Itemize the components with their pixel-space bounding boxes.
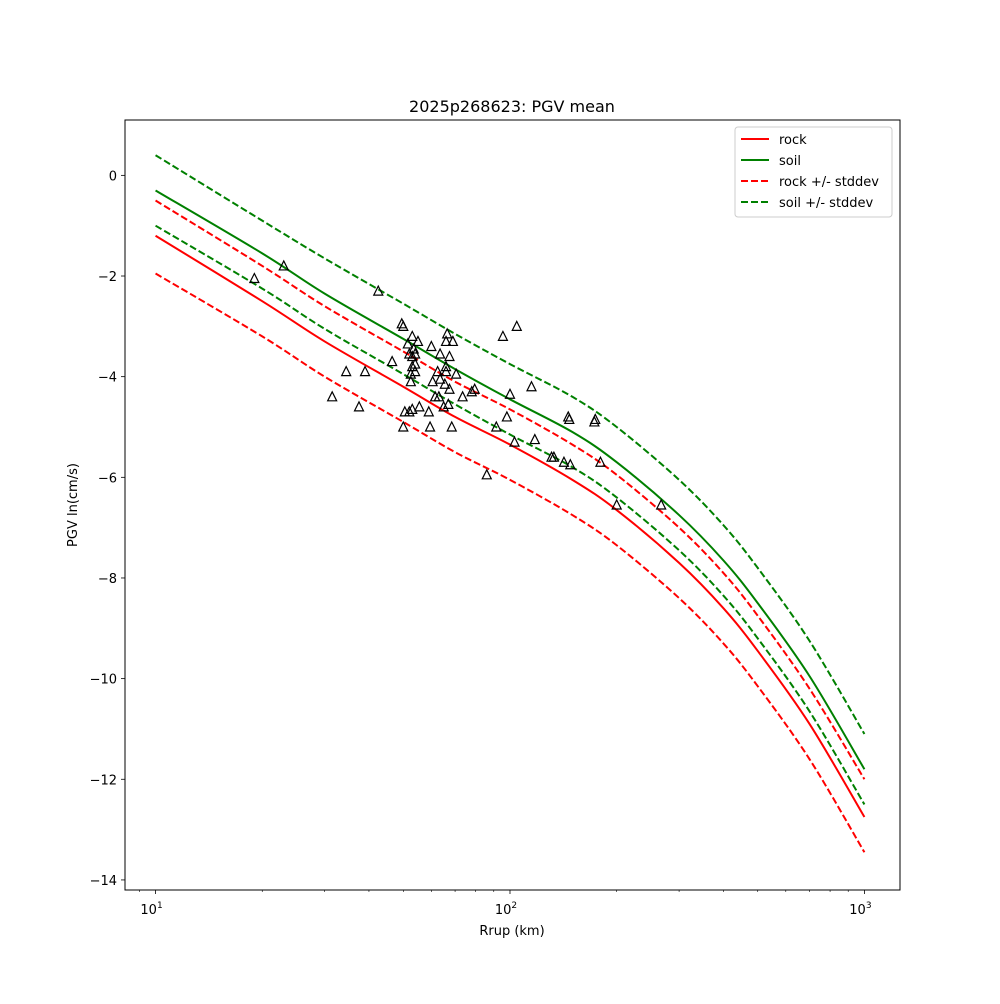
observation-marker: [427, 375, 439, 387]
legend-label: rock +/- stddev: [779, 175, 879, 190]
observation-marker: [655, 498, 667, 510]
y-tick-label: 0: [109, 169, 117, 184]
x-tick-label: 101: [140, 901, 162, 918]
legend-box: [734, 126, 893, 218]
observation-marker: [397, 420, 409, 432]
observation-marker: [326, 390, 338, 402]
observation-marker: [406, 403, 418, 414]
observation-marker: [529, 433, 541, 445]
observation-marker: [511, 319, 523, 331]
observation-marker: [406, 360, 418, 372]
observation-marker: [359, 365, 371, 377]
observation-marker: [548, 450, 560, 462]
observation-marker: [481, 468, 493, 480]
plot-area-frame: [124, 119, 901, 891]
series-line-rock: [155, 234, 866, 818]
x-tick-label: 102: [495, 901, 517, 918]
observation-marker: [558, 455, 570, 467]
y-tick-label: −6: [98, 471, 117, 486]
legend: rock soil rock +/- stddev soil +/- stddev: [734, 126, 893, 218]
axis-ticks: 101 102 103 0 −2 −4 −6 −8 −10 −12 −14: [90, 169, 872, 918]
observation-marker: [501, 410, 513, 422]
observation-marker: [509, 435, 521, 447]
observation-marker: [433, 390, 445, 402]
observation-marker: [564, 458, 576, 470]
observation-marker: [589, 413, 601, 425]
observation-marker: [405, 367, 417, 379]
observation-marker: [405, 375, 417, 387]
observation-marker: [397, 319, 409, 331]
observation-marker: [563, 413, 575, 425]
chart-title: 2025p268623: PGV mean: [409, 97, 615, 116]
observation-marker: [469, 382, 481, 394]
observation-marker: [457, 390, 469, 402]
observation-marker: [413, 400, 425, 412]
series-line-soil-stddev: [155, 224, 866, 805]
x-axis-label: Rrup (km): [479, 924, 544, 939]
observation-marker: [497, 330, 509, 342]
legend-label: rock: [779, 133, 807, 148]
observation-marker: [447, 335, 459, 347]
y-tick-label: −8: [98, 572, 117, 587]
observation-marker: [432, 365, 444, 377]
observation-marker: [441, 327, 453, 339]
observation-marker: [423, 405, 435, 417]
legend-label: soil +/- stddev: [779, 196, 874, 211]
observation-marker: [434, 372, 446, 384]
observation-marker: [340, 365, 352, 377]
observation-marker: [248, 272, 260, 284]
observation-marker: [412, 335, 424, 347]
observation-marker: [444, 382, 455, 394]
observations-layer: [248, 259, 667, 510]
y-tick-label: −14: [90, 874, 117, 889]
series-line-soil-stddev: [155, 154, 866, 735]
y-tick-label: −4: [98, 371, 117, 386]
observation-marker: [526, 380, 537, 392]
x-tick-label: 103: [849, 901, 871, 918]
observation-marker: [424, 420, 436, 432]
observation-marker: [440, 335, 452, 347]
observation-marker: [425, 340, 437, 352]
y-tick-label: −2: [98, 270, 117, 285]
series-line-rock-stddev: [155, 199, 866, 780]
series-line-rock-stddev: [155, 272, 866, 853]
observation-marker: [439, 377, 451, 389]
observation-marker: [444, 350, 455, 362]
observation-marker: [442, 398, 454, 409]
observation-marker: [278, 259, 290, 271]
series-layer: [155, 154, 866, 853]
observation-marker: [353, 400, 365, 412]
observation-marker: [450, 367, 462, 379]
observation-marker: [403, 405, 415, 417]
legend-label: soil: [779, 154, 801, 169]
y-tick-label: −12: [90, 773, 117, 788]
observation-marker: [438, 400, 450, 412]
y-tick-label: −10: [90, 673, 117, 688]
observation-marker: [409, 365, 421, 377]
observation-marker: [440, 360, 452, 372]
observation-marker: [594, 455, 606, 467]
observation-marker: [446, 420, 458, 432]
observation-marker: [466, 385, 478, 397]
observation-marker: [611, 498, 623, 510]
observation-marker: [402, 337, 414, 349]
series-line-soil: [155, 189, 866, 770]
observation-marker: [490, 420, 502, 432]
observation-marker: [386, 355, 398, 367]
observation-marker: [372, 284, 384, 296]
observation-marker: [406, 330, 418, 342]
observation-marker: [434, 347, 446, 359]
observation-marker: [409, 357, 421, 369]
observation-marker: [504, 387, 516, 399]
y-axis-label: PGV ln(cm/s): [66, 463, 81, 547]
